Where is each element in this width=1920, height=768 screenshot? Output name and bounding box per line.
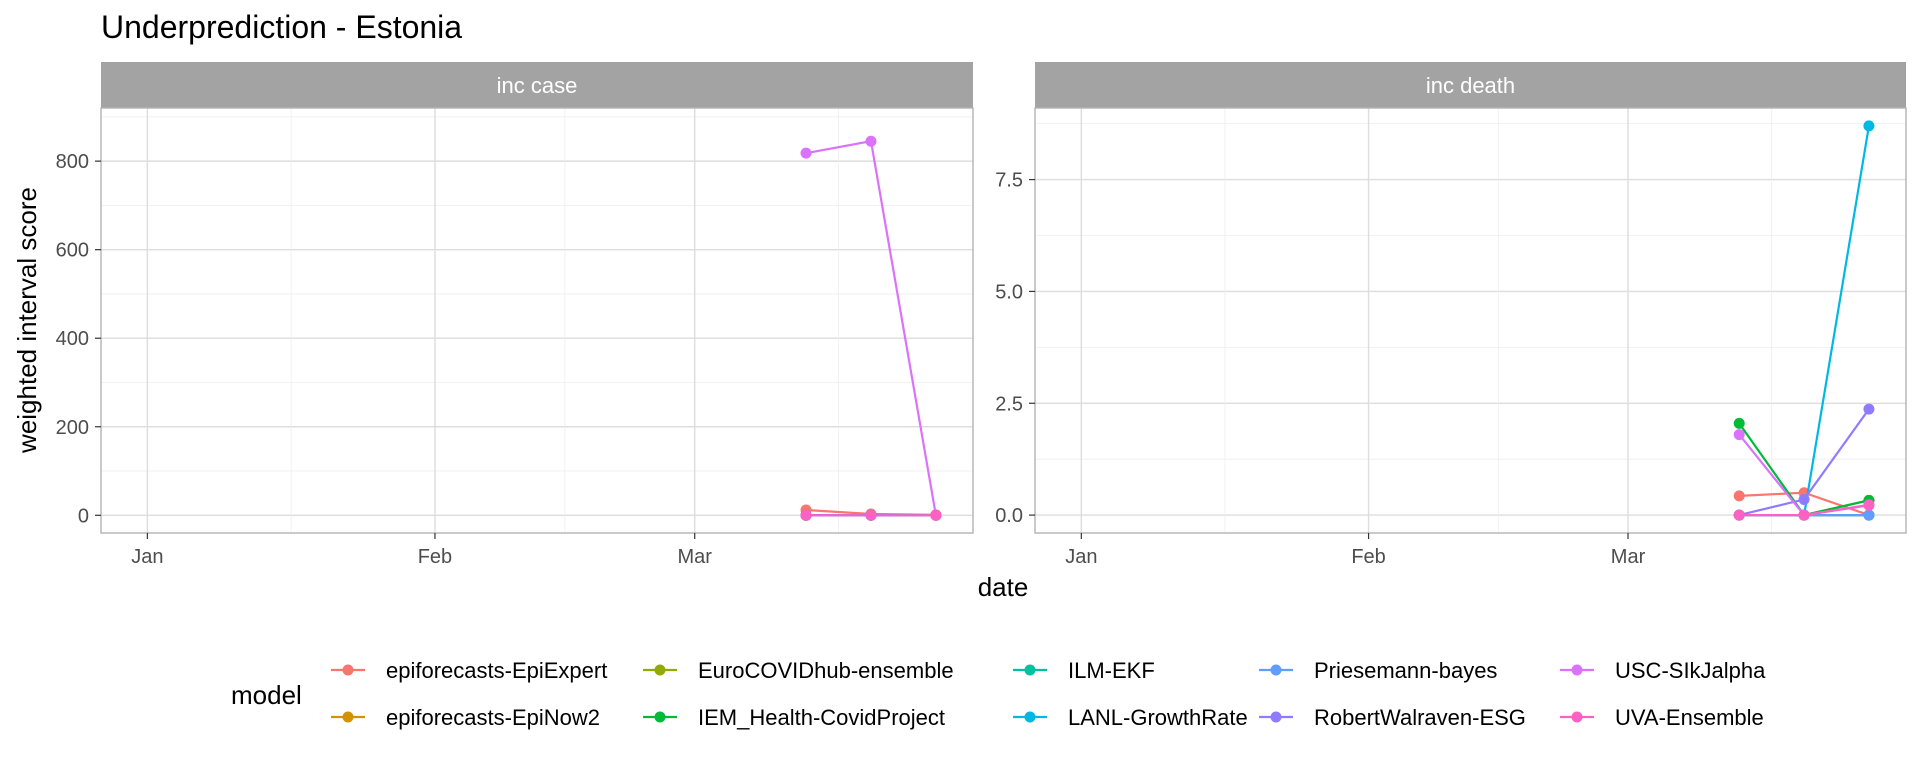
- legend-item-uva-ensemble: UVA-Ensemble: [1560, 705, 1764, 730]
- x-tick-label: Mar: [677, 546, 712, 568]
- legend-item-eurocovidhub-ensemble: EuroCOVIDhub-ensemble: [643, 658, 954, 683]
- legend-item-label: epiforecasts-EpiExpert: [386, 658, 607, 683]
- plot-background: [1035, 108, 1906, 533]
- legend: model epiforecasts-EpiExpert epiforecasts…: [231, 658, 1766, 730]
- chart-title: Underprediction - Estonia: [101, 9, 462, 45]
- y-tick-label: 0: [78, 505, 89, 527]
- legend-item-label: epiforecasts-EpiNow2: [386, 705, 600, 730]
- legend-key-point: [1024, 664, 1036, 676]
- legend-key-point: [1024, 711, 1036, 723]
- panel-border: [1034, 107, 1907, 534]
- panel-strip-label: inc case: [497, 73, 578, 98]
- y-axis-label: weighted interval score: [12, 187, 42, 454]
- x-tick-label: Feb: [1351, 546, 1385, 568]
- legend-key-point: [654, 711, 666, 723]
- legend-key-point: [1571, 664, 1583, 676]
- data-point: [1733, 429, 1745, 441]
- x-tick-label: Mar: [1611, 546, 1646, 568]
- data-point: [1733, 417, 1745, 429]
- data-point: [1733, 509, 1745, 521]
- x-axis-label: date: [978, 572, 1029, 602]
- panels: inc case 0 200 400 600 800 Jan Feb Mar inc death 0…: [56, 62, 1907, 568]
- data-point: [1798, 509, 1810, 521]
- data-point: [865, 509, 877, 521]
- legend-item-epiforecasts-epiexpert: epiforecasts-EpiExpert: [331, 658, 607, 683]
- data-point: [930, 509, 942, 521]
- x-tick-label: Jan: [1065, 546, 1097, 568]
- panel-strip: [1035, 62, 1906, 108]
- legend-item-label: UVA-Ensemble: [1615, 705, 1764, 730]
- legend-item-robertwalraven-esg: RobertWalraven-ESG: [1259, 705, 1526, 730]
- plot-background: [101, 108, 973, 533]
- panel-inc-case: inc case 0 200 400 600 800 Jan Feb Mar: [56, 62, 974, 568]
- legend-item-epiforecasts-epinow2: epiforecasts-EpiNow2: [331, 705, 600, 730]
- y-tick-label: 600: [56, 240, 89, 262]
- data-point: [1733, 490, 1745, 502]
- panel-border: [100, 107, 974, 534]
- panel-inc-death: inc death 0.0 2.5 5.0 7.5 Jan Feb Mar: [995, 62, 1907, 568]
- data-point: [1798, 493, 1810, 505]
- y-tick-label: 800: [56, 151, 89, 173]
- legend-title: model: [231, 680, 302, 710]
- data-point: [800, 147, 812, 159]
- legend-key-point: [1270, 711, 1282, 723]
- y-tick-label: 0.0: [995, 505, 1023, 527]
- legend-item-label: Priesemann-bayes: [1314, 658, 1497, 683]
- legend-key-point: [654, 664, 666, 676]
- data-point: [1863, 499, 1875, 511]
- legend-item-usc-sikjalpha: USC-SIkJalpha: [1560, 658, 1766, 683]
- legend-item-ilm-ekf: ILM-EKF: [1013, 658, 1155, 683]
- panel-strip: [101, 62, 973, 108]
- data-point: [865, 135, 877, 147]
- data-point: [1863, 120, 1875, 132]
- legend-item-label: ILM-EKF: [1068, 658, 1155, 683]
- legend-item-lanl-growthrate: LANL-GrowthRate: [1013, 705, 1248, 730]
- legend-key-point: [342, 711, 354, 723]
- legend-item-priesemann-bayes: Priesemann-bayes: [1259, 658, 1497, 683]
- legend-item-label: RobertWalraven-ESG: [1314, 705, 1526, 730]
- y-tick-label: 400: [56, 328, 89, 350]
- legend-item-label: IEM_Health-CovidProject: [698, 705, 945, 730]
- data-point: [800, 509, 812, 521]
- legend-item-label: LANL-GrowthRate: [1068, 705, 1248, 730]
- data-point: [1863, 403, 1875, 415]
- x-tick-label: Jan: [131, 546, 163, 568]
- y-tick-label: 7.5: [995, 170, 1023, 192]
- legend-item-label: USC-SIkJalpha: [1615, 658, 1766, 683]
- y-tick-label: 200: [56, 417, 89, 439]
- legend-item-label: EuroCOVIDhub-ensemble: [698, 658, 954, 683]
- legend-key-point: [342, 664, 354, 676]
- legend-key-point: [1571, 711, 1583, 723]
- data-point: [1863, 509, 1875, 521]
- y-tick-label: 2.5: [995, 393, 1023, 415]
- panel-strip-label: inc death: [1426, 73, 1515, 98]
- y-tick-label: 5.0: [995, 281, 1023, 303]
- legend-item-iem-health-covidproject: IEM_Health-CovidProject: [643, 705, 945, 730]
- legend-key-point: [1270, 664, 1282, 676]
- series-uva-ensemble: [800, 509, 942, 521]
- x-tick-label: Feb: [418, 546, 452, 568]
- series-uva-ensemble: [1733, 499, 1875, 521]
